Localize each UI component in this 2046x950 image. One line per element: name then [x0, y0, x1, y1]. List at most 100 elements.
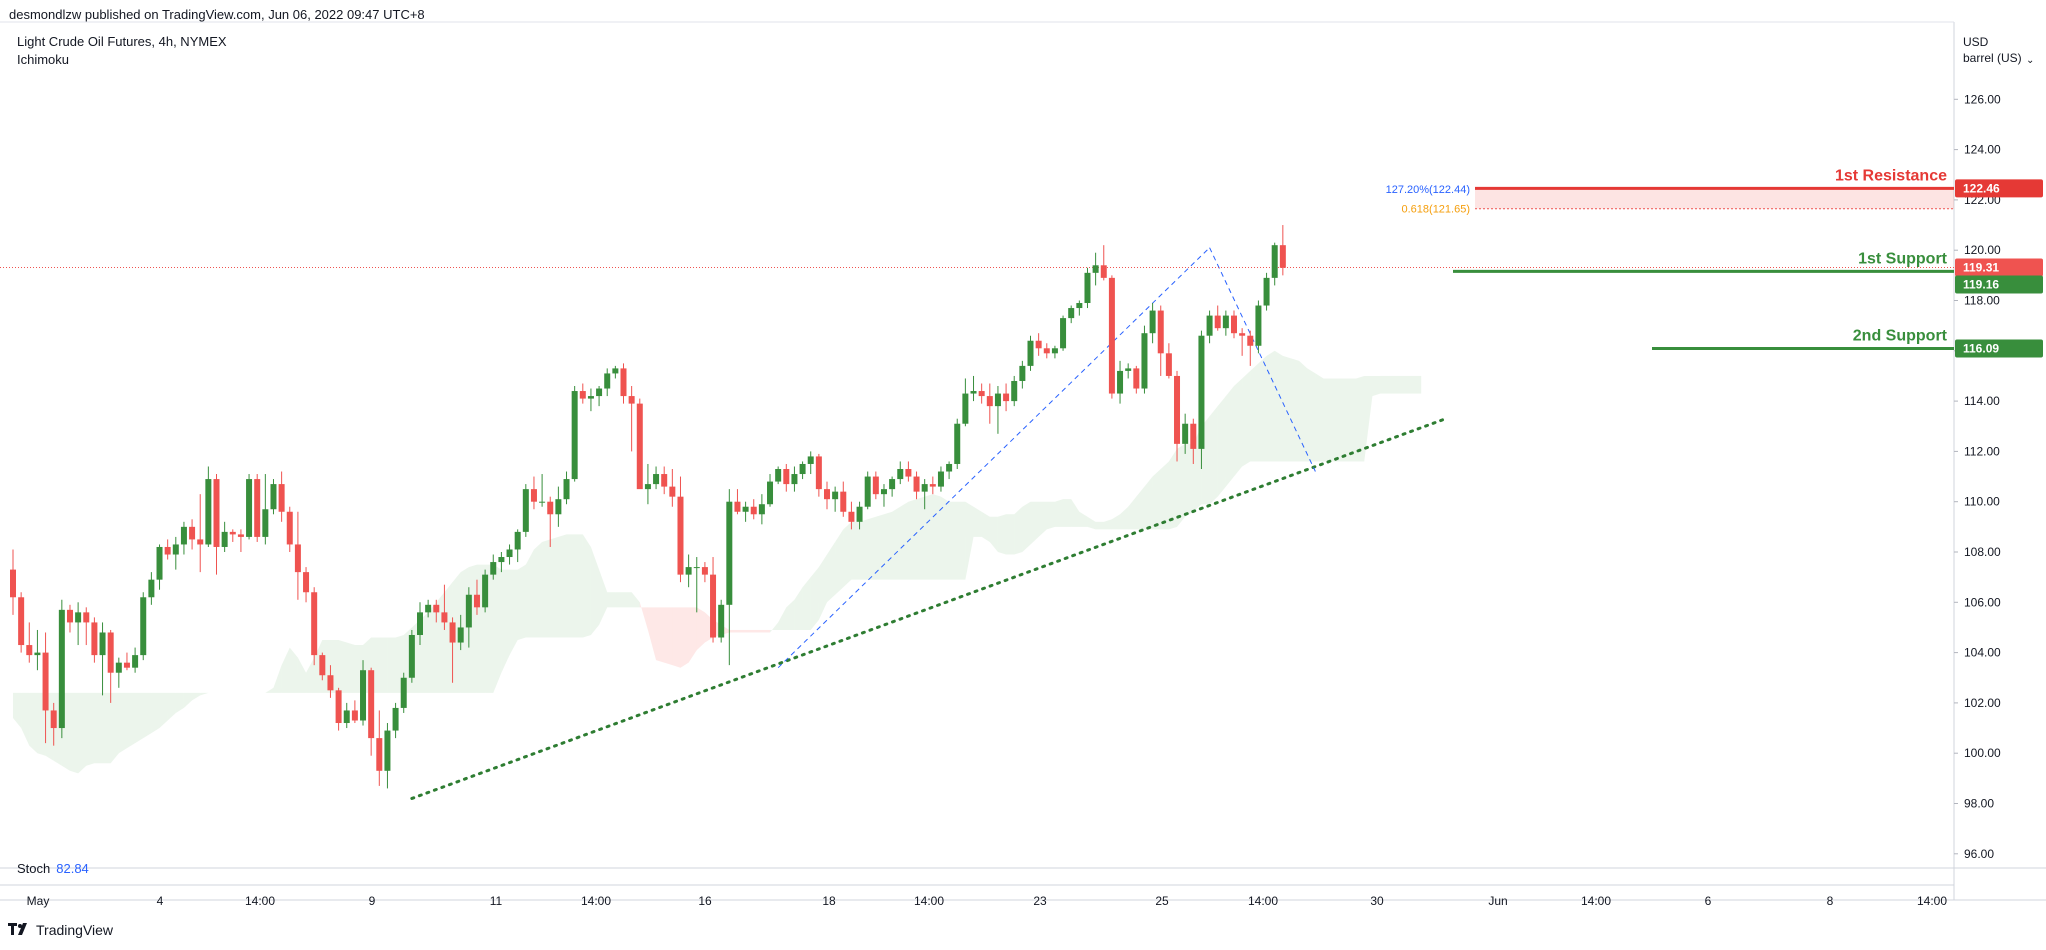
kumo-segment [1266, 350, 1275, 462]
candle-body [18, 597, 25, 646]
kumo-segment [786, 599, 795, 630]
annotation-lines [0, 247, 1954, 800]
candle-body [172, 544, 179, 555]
kumo-segment [1209, 406, 1218, 505]
candle-body [351, 710, 358, 721]
kumo-segment [1307, 368, 1316, 462]
candle-body [1117, 370, 1124, 394]
candle-body [148, 579, 155, 598]
kumo-segment [1177, 443, 1186, 527]
support-resistance-levels: 127.20%(122.44) 0.618(121.65) 1st Resistan… [1386, 167, 1954, 351]
candle-body [1076, 303, 1083, 309]
candle-body [1263, 277, 1270, 306]
candle-body [457, 627, 464, 643]
candle-body [278, 484, 285, 512]
price-tick-label: 126.00 [1964, 92, 2001, 106]
kumo-segment [1022, 501, 1031, 552]
time-tick-label: 4 [157, 894, 164, 908]
candle-body [498, 557, 505, 563]
support-2-label: 2nd Support [1853, 328, 1948, 345]
axis-currency: USD [1963, 35, 1989, 49]
candle-body [197, 539, 204, 545]
price-axis[interactable]: 126.00124.00122.00120.00118.00116.00114.… [1954, 92, 2043, 861]
kumo-segment [1103, 519, 1112, 530]
kumo-segment [875, 514, 884, 580]
candlestick-series [10, 225, 1286, 789]
candle-body [1035, 340, 1042, 349]
kumo-segment [851, 521, 860, 580]
kumo-segment [379, 637, 388, 693]
support-1-badge [1955, 275, 2043, 294]
candle-body [636, 403, 643, 490]
indicator-ichimoku-label[interactable]: Ichimoku [17, 52, 70, 67]
kumo-segment [1250, 363, 1259, 462]
candle-body [1011, 380, 1018, 402]
candle-body [10, 569, 16, 598]
kumo-segment [949, 501, 958, 580]
harmonic-leg [777, 247, 1210, 669]
price-tick-label: 118.00 [1964, 294, 2000, 308]
time-tick-label: 11 [490, 894, 503, 908]
kumo-segment [1396, 375, 1405, 394]
candle-body [970, 391, 977, 394]
candle-body [506, 549, 513, 558]
candle-body [156, 546, 163, 580]
candle-body [164, 546, 171, 555]
price-tick-label: 106.00 [1964, 595, 2001, 609]
kumo-segment [574, 534, 583, 638]
kumo-segment [1046, 501, 1055, 530]
symbol-title[interactable]: Light Crude Oil Futures, 4h, NYMEX [17, 34, 227, 49]
kumo-segment [1388, 375, 1397, 394]
candle-body [612, 368, 619, 374]
candle-body [693, 567, 700, 569]
candle-body [929, 484, 936, 487]
candle-body [1133, 368, 1140, 389]
kumo-segment [167, 692, 176, 721]
kumo-segment [501, 569, 510, 673]
kumo-segment [835, 529, 844, 595]
tradingview-brand: TradingView [36, 922, 114, 938]
price-tick-label: 102.00 [1964, 696, 2001, 710]
kumo-segment [493, 564, 502, 693]
candle-body [775, 469, 782, 482]
kumo-segment [1030, 501, 1039, 545]
candle-body [132, 655, 139, 668]
candle-body [1198, 335, 1205, 449]
kumo-segment [1234, 378, 1243, 477]
candle-body [962, 393, 969, 424]
kumo-segment [753, 629, 762, 633]
time-axis[interactable]: May 4 14:00 9 11 14:00 16 18 14:00 23 25 14:00 30 Jun… [27, 894, 1948, 908]
time-tick-label: 14:00 [1581, 894, 1611, 908]
kumo-segment [892, 506, 901, 580]
candle-body [824, 489, 830, 500]
candle-body [237, 534, 244, 537]
kumo-segment [965, 501, 974, 580]
candle-body [246, 479, 253, 537]
kumo-segment [550, 536, 559, 638]
time-tick-label: 18 [822, 894, 836, 908]
candle-body [872, 476, 879, 495]
fib-127-label: 127.20%(122.44) [1386, 184, 1470, 196]
kumo-segment [21, 692, 30, 746]
candle-body [522, 489, 529, 532]
candle-body [791, 474, 798, 485]
kumo-segment [1168, 448, 1178, 530]
kumo-segment [102, 692, 111, 764]
time-tick-label: May [27, 894, 50, 908]
candle-body [123, 662, 130, 668]
kumo-segment [1185, 443, 1194, 517]
time-tick-label: 25 [1155, 894, 1169, 908]
axis-unit-chevron-icon[interactable]: ⌄ [2026, 55, 2035, 66]
candle-body [596, 388, 603, 397]
stoch-legend[interactable]: Stoch 82.84 [17, 861, 89, 876]
candle-body [368, 670, 375, 739]
kumo-segment [428, 602, 437, 693]
tradingview-footer[interactable]: TradingView [8, 922, 113, 938]
candle-body [889, 479, 896, 490]
kumo-segment [175, 692, 184, 713]
candle-body [286, 511, 293, 545]
candle-body [579, 391, 586, 399]
kumo-segment [607, 592, 616, 608]
kumo-segment [1339, 378, 1348, 462]
